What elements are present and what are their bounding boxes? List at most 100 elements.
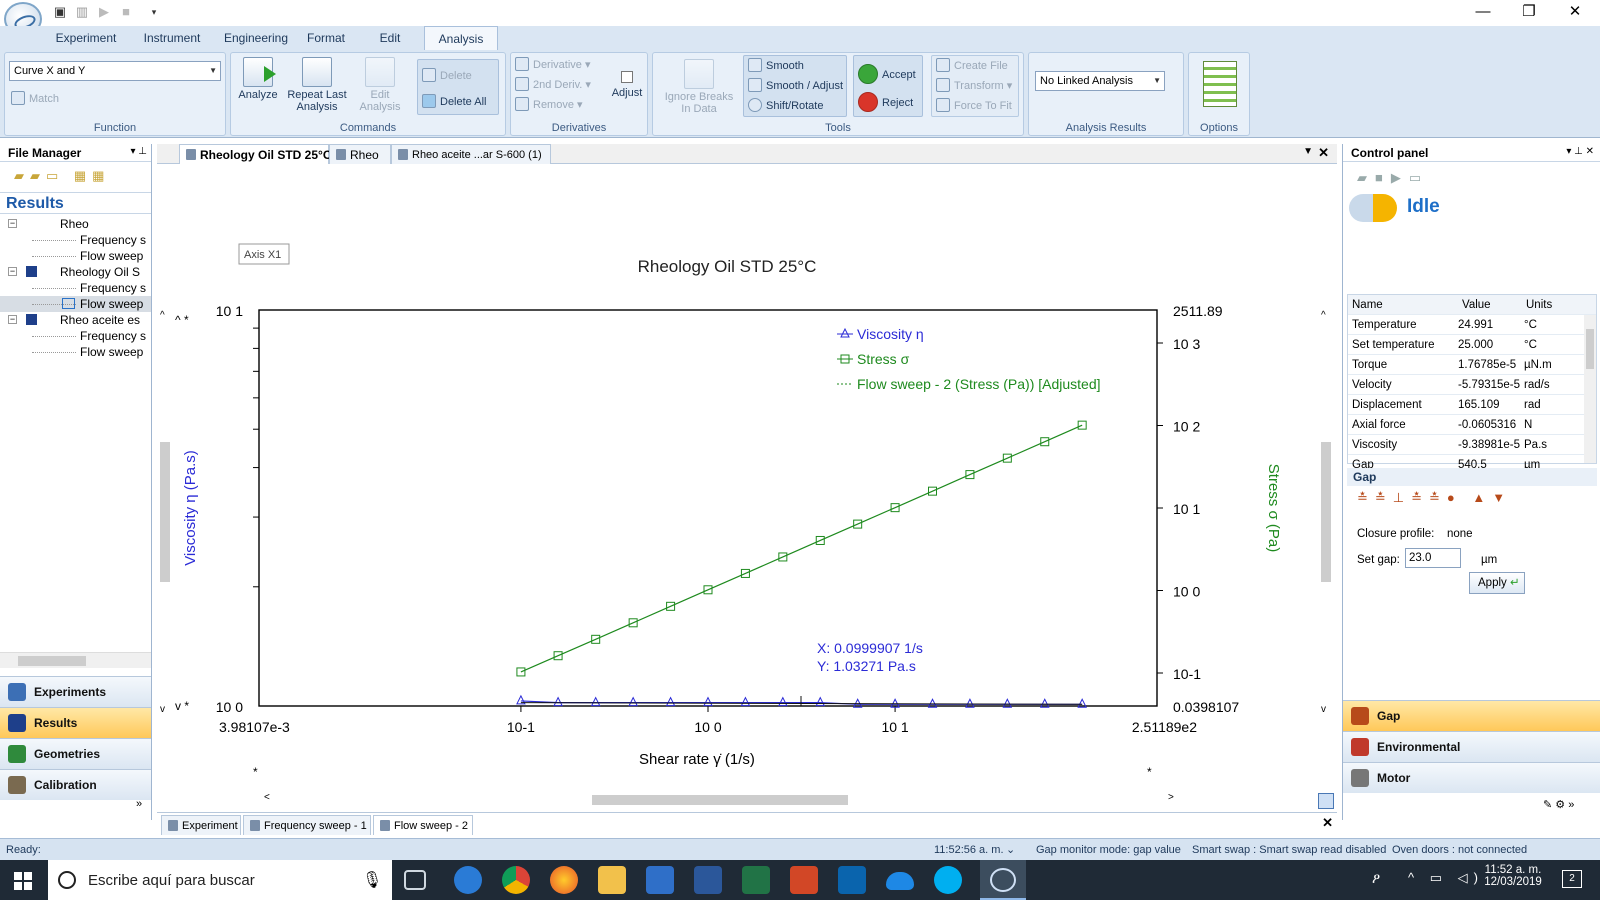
tree-item[interactable]: Frequency s xyxy=(0,328,151,344)
delete-button[interactable]: Delete xyxy=(422,66,472,86)
close-window-button[interactable]: ✕ xyxy=(1568,3,1582,20)
bottom-tab-flow-sweep[interactable]: Flow sweep - 2 xyxy=(373,815,473,835)
nav-calibration[interactable]: Calibration xyxy=(0,769,151,800)
right-scroll-thumb[interactable] xyxy=(1321,442,1331,582)
save-icon[interactable]: ▣ xyxy=(53,4,67,19)
microphone-icon[interactable]: 🎙 xyxy=(362,872,383,889)
word-icon[interactable] xyxy=(694,866,722,894)
edit-analysis-button[interactable]: Edit Analysis xyxy=(355,57,405,113)
match-button[interactable]: Match xyxy=(11,89,59,109)
right-vertical-scrollbar[interactable]: ^ v xyxy=(1318,310,1334,720)
shift-rotate-button[interactable]: Shift/Rotate xyxy=(748,96,823,116)
file-explorer-icon[interactable] xyxy=(598,866,626,894)
adjust-checkbox-box[interactable] xyxy=(621,71,633,83)
windows-start-icon[interactable] xyxy=(14,872,32,890)
analyze-button[interactable]: Analyze xyxy=(235,57,281,101)
status-row[interactable]: Axial force -0.0605316 N xyxy=(1348,415,1596,435)
status-table-scrollbar[interactable] xyxy=(1584,315,1596,463)
status-row[interactable]: Temperature 24.991 °C xyxy=(1348,315,1596,335)
qat-dropdown-icon[interactable]: ▾ xyxy=(151,7,157,17)
left-scroll-up-icon[interactable]: ^ xyxy=(160,310,165,321)
adjust-checkbox[interactable]: Adjust xyxy=(609,71,645,99)
right-scroll-up-icon[interactable]: ^ xyxy=(1321,310,1326,321)
tab-edit[interactable]: Edit xyxy=(379,31,401,45)
control-panel-toolbar-icons[interactable]: ▰■▶▭ xyxy=(1357,170,1430,185)
run-icon[interactable]: ▶ xyxy=(99,4,109,19)
tab-format[interactable]: Format xyxy=(306,31,345,45)
tab-instrument[interactable]: Instrument xyxy=(143,31,201,45)
tab-analysis[interactable]: Analysis xyxy=(424,26,498,50)
tree-item[interactable]: Flow sweep xyxy=(0,296,151,312)
left-vertical-scrollbar[interactable]: ^ v xyxy=(157,310,173,720)
nav-geometries[interactable]: Geometries xyxy=(0,738,151,769)
second-derivative-button[interactable]: 2nd Deriv. ▾ xyxy=(515,75,591,95)
chart-horizontal-scrollbar[interactable]: < > xyxy=(262,792,1182,808)
taskbar-clock[interactable]: 11:52 a. m. 12/03/2019 xyxy=(1478,864,1548,888)
tab-experiment[interactable]: Experiment xyxy=(55,31,117,45)
minimize-button[interactable]: — xyxy=(1475,3,1491,20)
transform-button[interactable]: Transform ▾ xyxy=(936,76,1012,96)
firefox-icon[interactable] xyxy=(550,866,578,894)
nav-overflow-icon[interactable]: » xyxy=(136,798,143,810)
powerpoint-icon[interactable] xyxy=(790,866,818,894)
tree-item[interactable]: Frequency s xyxy=(0,280,151,296)
nav-results[interactable]: Results xyxy=(0,707,151,738)
tree-item[interactable]: − Rheo xyxy=(0,216,151,232)
rheology-app-taskbar-button[interactable] xyxy=(980,860,1026,900)
doc-tab-rheo[interactable]: Rheo xyxy=(329,144,391,164)
cp-nav-environmental[interactable]: Environmental xyxy=(1343,731,1600,762)
onedrive-icon[interactable] xyxy=(886,872,914,890)
status-row[interactable]: Set temperature 25.000 °C xyxy=(1348,335,1596,355)
tree-item[interactable]: − Rheo aceite es xyxy=(0,312,151,328)
tree-expander-icon[interactable]: − xyxy=(8,314,17,324)
doc-tab-rheology-oil[interactable]: Rheology Oil STD 25°C xyxy=(179,144,331,164)
remove-button[interactable]: Remove ▾ xyxy=(515,95,583,115)
status-time-dropdown-icon[interactable]: ⌄ xyxy=(1006,844,1016,856)
status-row[interactable]: Displacement 165.109 rad xyxy=(1348,395,1596,415)
chrome-icon[interactable] xyxy=(502,866,530,894)
status-table-scroll-thumb[interactable] xyxy=(1586,329,1594,369)
edge-browser-icon[interactable] xyxy=(454,866,482,894)
maximize-button[interactable]: ❐ xyxy=(1522,3,1536,20)
h-scroll-thumb[interactable] xyxy=(592,795,848,805)
function-combo[interactable]: Curve X and Y ▼ xyxy=(9,61,221,81)
chart-options-icon[interactable] xyxy=(1318,793,1334,809)
left-scroll-down-icon[interactable]: v xyxy=(160,704,165,715)
flow-sweep-chart[interactable]: Axis X1 Rheology Oil STD 25°C 10 1 10 0 ^ * v… xyxy=(157,164,1337,820)
right-scroll-down-icon[interactable]: v xyxy=(1321,704,1326,715)
smooth-adjust-button[interactable]: Smooth / Adjust xyxy=(748,76,843,96)
force-to-fit-button[interactable]: Force To Fit xyxy=(936,96,1012,116)
accept-button[interactable]: Accept xyxy=(858,64,916,84)
nav-experiments[interactable]: Experiments xyxy=(0,676,151,707)
bottom-tabs-close-icon[interactable]: ✕ xyxy=(1322,815,1333,830)
cp-nav-motor[interactable]: Motor xyxy=(1343,762,1600,793)
status-row[interactable]: Velocity -5.79315e-5 rad/s xyxy=(1348,375,1596,395)
task-view-icon[interactable] xyxy=(404,870,426,890)
linked-analysis-combo[interactable]: No Linked Analysis ▼ xyxy=(1035,71,1165,91)
gap-toolbar-icons[interactable]: ≛≛⊥≛≛● ▲▼ xyxy=(1357,490,1513,505)
tray-icons[interactable]: ^ ▭ ◁) xyxy=(1408,870,1484,885)
doc-tabs-dropdown-icon[interactable]: ▼ xyxy=(1303,146,1313,157)
stop-icon[interactable]: ■ xyxy=(122,4,130,19)
bottom-tab-experiment[interactable]: Experiment xyxy=(161,815,241,835)
ignore-breaks-button[interactable]: Ignore Breaks In Data xyxy=(661,59,737,115)
file-manager-pin-icon[interactable]: ▾ ⊥ xyxy=(130,146,147,157)
cp-nav-gap[interactable]: Gap xyxy=(1343,700,1600,731)
left-scroll-thumb[interactable] xyxy=(160,442,170,582)
apply-button[interactable]: Apply ↵ xyxy=(1469,572,1525,594)
doc-close-icon[interactable]: ✕ xyxy=(1318,145,1329,160)
smooth-button[interactable]: Smooth xyxy=(748,56,804,76)
bottom-tab-frequency-sweep[interactable]: Frequency sweep - 1 xyxy=(243,815,371,835)
people-icon[interactable]: ዖ xyxy=(1372,870,1381,886)
options-icon[interactable] xyxy=(1203,61,1237,107)
status-row[interactable]: Viscosity -9.38981e-5 Pa.s xyxy=(1348,435,1596,455)
tab-engineering[interactable]: Engineering xyxy=(223,31,289,45)
tree-item[interactable]: Frequency s xyxy=(0,232,151,248)
h-scroll-right-icon[interactable]: > xyxy=(1168,792,1174,803)
excel-icon[interactable] xyxy=(742,866,770,894)
h-scroll-left-icon[interactable]: < xyxy=(264,792,270,803)
print-icon[interactable]: ▥ xyxy=(75,4,89,19)
tree-expander-icon[interactable]: − xyxy=(8,218,17,228)
tree-scroll-thumb[interactable] xyxy=(18,656,86,666)
reject-button[interactable]: Reject xyxy=(858,92,913,112)
